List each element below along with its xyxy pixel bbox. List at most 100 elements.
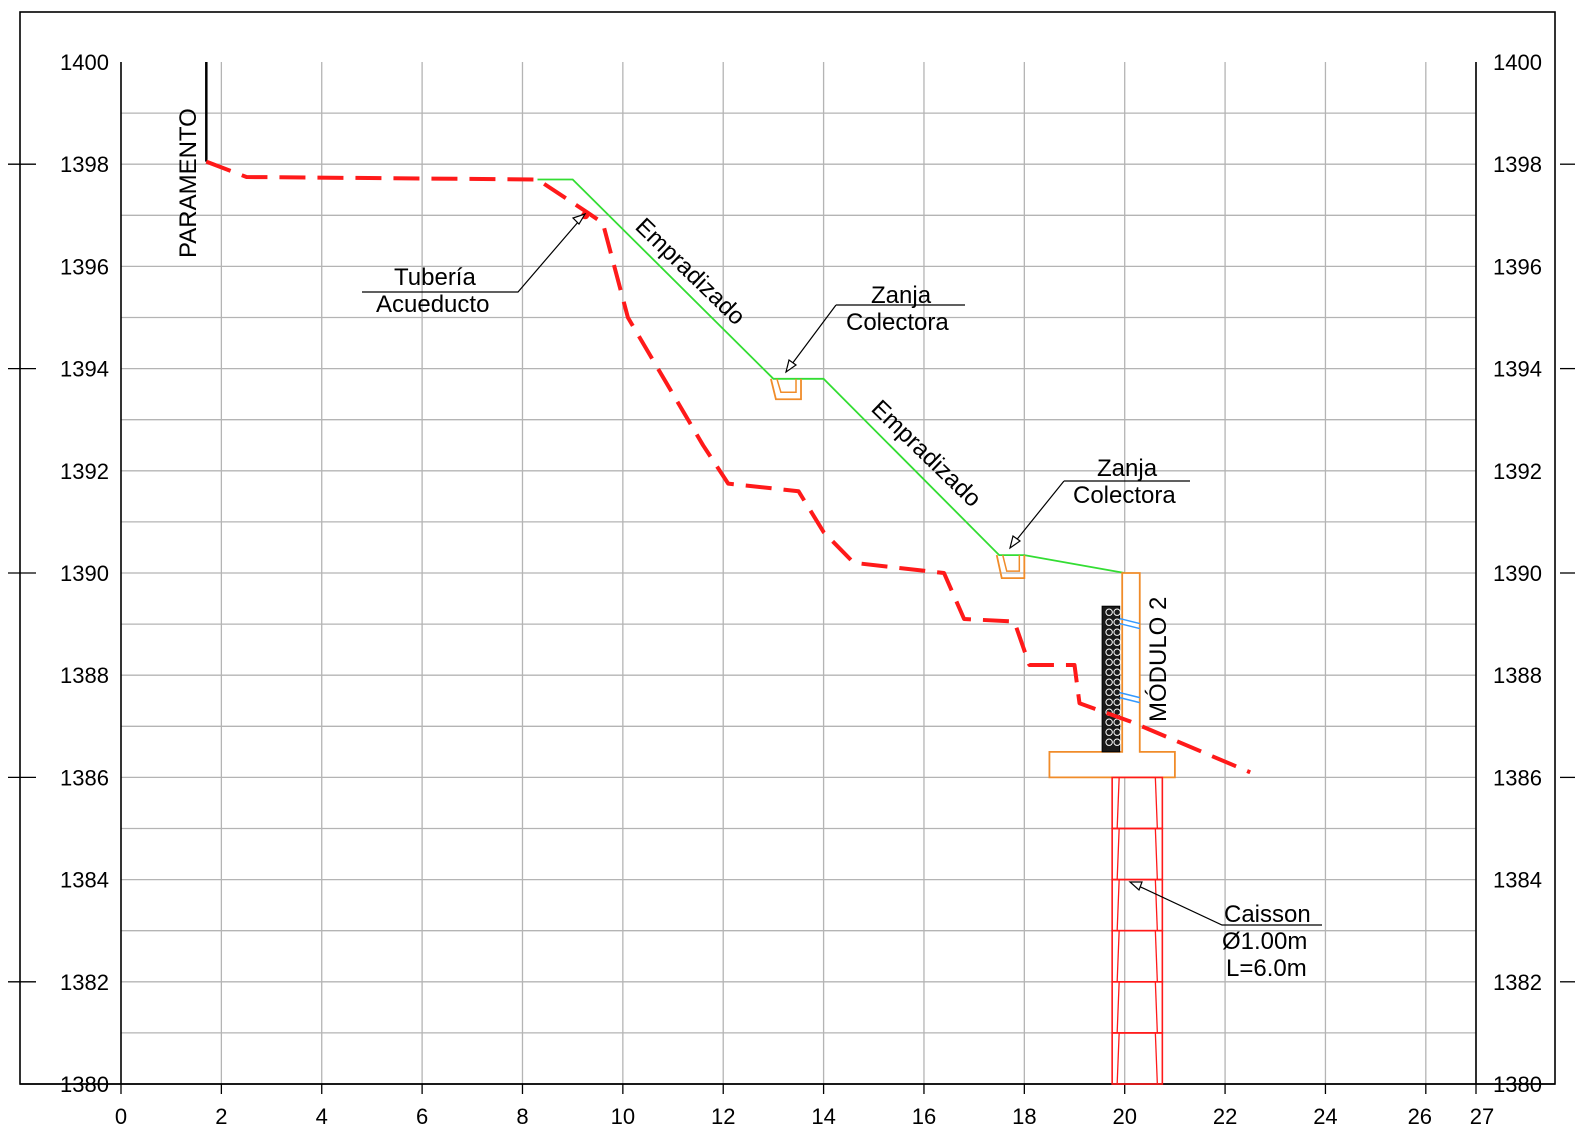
zanja1-arrowhead: [785, 358, 798, 374]
gravel-stone: [1113, 618, 1121, 626]
x-tick-label: 22: [1213, 1104, 1237, 1129]
zanja2-label-line2: Colectora: [1073, 482, 1176, 509]
x-tick-label: 4: [316, 1104, 328, 1129]
caisson-liner-right: [1154, 879, 1158, 931]
modulo-label: MÓDULO 2: [1145, 597, 1172, 722]
caisson-liner-left: [1116, 930, 1120, 982]
tuberia-label-line2: Acueducto: [376, 291, 489, 318]
caisson-liner-right: [1154, 828, 1158, 880]
y-tick-label-left: 1388: [60, 663, 109, 688]
gravel-stone: [1113, 698, 1121, 706]
x-tick-label: 18: [1012, 1104, 1036, 1129]
x-tick-label: 0: [115, 1104, 127, 1129]
y-tick-label-left: 1394: [60, 357, 109, 382]
x-tick-label: 20: [1112, 1104, 1136, 1129]
caisson-liner-left: [1116, 1032, 1120, 1085]
trench-inner-outline: [1002, 554, 1021, 572]
gravel-stone: [1113, 628, 1121, 636]
caisson-liner-left: [1116, 879, 1120, 931]
x-tick-label: 24: [1313, 1104, 1337, 1129]
gravel-stone: [1105, 728, 1113, 736]
weep-hole-drain: [1119, 617, 1140, 625]
y-tick-label-right: 1382: [1493, 970, 1542, 995]
tuberia-label-line1: Tubería: [394, 264, 476, 291]
caisson-liner-left: [1116, 828, 1120, 880]
y-tick-label-right: 1390: [1493, 561, 1542, 586]
gravel-stone: [1105, 648, 1113, 656]
zanja2-arrowhead: [1009, 534, 1022, 550]
axes: [19, 11, 1556, 1085]
y-tick-label-right: 1396: [1493, 254, 1542, 279]
trench-outline: [995, 554, 1026, 580]
y-tick-label-right: 1392: [1493, 459, 1542, 484]
gravel-stone: [1105, 698, 1113, 706]
gravel-stone: [1105, 618, 1113, 626]
x-tick-label: 8: [516, 1104, 528, 1129]
caisson-liner-right: [1154, 930, 1158, 982]
y-tick-label-left: 1386: [60, 765, 109, 790]
x-tick-label: 14: [811, 1104, 835, 1129]
caisson-arrowhead: [1128, 881, 1143, 892]
design-surface-line: [537, 178, 1125, 574]
y-tick-label-right: 1394: [1493, 357, 1542, 382]
gravel-stone: [1113, 678, 1121, 686]
y-tick-label-left: 1400: [60, 50, 109, 75]
gravel-stone: [1105, 608, 1113, 616]
y-tick-label-right: 1380: [1493, 1072, 1542, 1097]
weep-hole-drain: [1119, 622, 1140, 630]
trench-outline: [770, 378, 802, 401]
tuberia-leader: [362, 213, 586, 293]
x-axis-tick-labels: 0 2 4 6 8 10 12 14 16 18 20 22 24 26 27: [115, 1084, 1494, 1129]
caisson-liner-right: [1154, 981, 1158, 1033]
gravel-stone: [1105, 738, 1113, 746]
y-tick-label-left: 1384: [60, 868, 109, 893]
leader-lines: [362, 213, 1322, 926]
zanja1-leader: [785, 304, 965, 373]
weep-hole-drain: [1119, 691, 1140, 699]
y-tick-label-right: 1388: [1493, 663, 1542, 688]
gravel-stone: [1105, 638, 1113, 646]
zanja2-label-line1: Zanja: [1097, 455, 1158, 482]
caisson-segment: [1111, 1032, 1164, 1085]
gravel-stone: [1113, 738, 1121, 746]
y-tick-label-right: 1398: [1493, 152, 1542, 177]
gravel-stone: [1113, 638, 1121, 646]
gravel-stone: [1105, 718, 1113, 726]
caisson-label-line2: Ø1.00m: [1222, 928, 1307, 955]
x-tick-label: 6: [416, 1104, 428, 1129]
caisson-leader: [1129, 881, 1322, 926]
y-tick-label-right: 1384: [1493, 868, 1542, 893]
x-tick-label: 26: [1408, 1104, 1432, 1129]
x-tick-label: 2: [215, 1104, 227, 1129]
x-tick-label: 16: [912, 1104, 936, 1129]
caisson-liner-right: [1154, 1032, 1158, 1085]
y-tick-label-left: 1390: [60, 561, 109, 586]
caisson-liner-left: [1116, 777, 1120, 829]
gravel-stone: [1113, 648, 1121, 656]
gravel-stone: [1105, 658, 1113, 666]
y-tick-label-left: 1380: [60, 1072, 109, 1097]
y-tick-label-left: 1396: [60, 254, 109, 279]
section-geometry: [205, 62, 1251, 1085]
gravel-stone: [1105, 688, 1113, 696]
caisson-label-line1: Caisson: [1224, 901, 1311, 928]
trench-inner-outline: [776, 378, 797, 394]
y-tick-label-left: 1398: [60, 152, 109, 177]
tuberia-arrowhead: [571, 212, 587, 225]
gravel-stone: [1105, 628, 1113, 636]
weep-hole-drain: [1119, 696, 1140, 704]
gravel-stone: [1113, 658, 1121, 666]
gravel-stone: [1105, 678, 1113, 686]
paramento-label: PARAMENTO: [175, 108, 202, 258]
y-tick-label-right: 1386: [1493, 765, 1542, 790]
gravel-stone: [1105, 668, 1113, 676]
x-tick-label: 12: [711, 1104, 735, 1129]
caisson-liner-right: [1154, 777, 1158, 829]
zanja2-leader: [1009, 480, 1190, 549]
gravel-stone: [1113, 718, 1121, 726]
caisson-label-line3: L=6.0m: [1226, 955, 1307, 982]
y-tick-label-left: 1382: [60, 970, 109, 995]
y-tick-label-left: 1392: [60, 459, 109, 484]
retaining-wall: [1048, 572, 1176, 779]
